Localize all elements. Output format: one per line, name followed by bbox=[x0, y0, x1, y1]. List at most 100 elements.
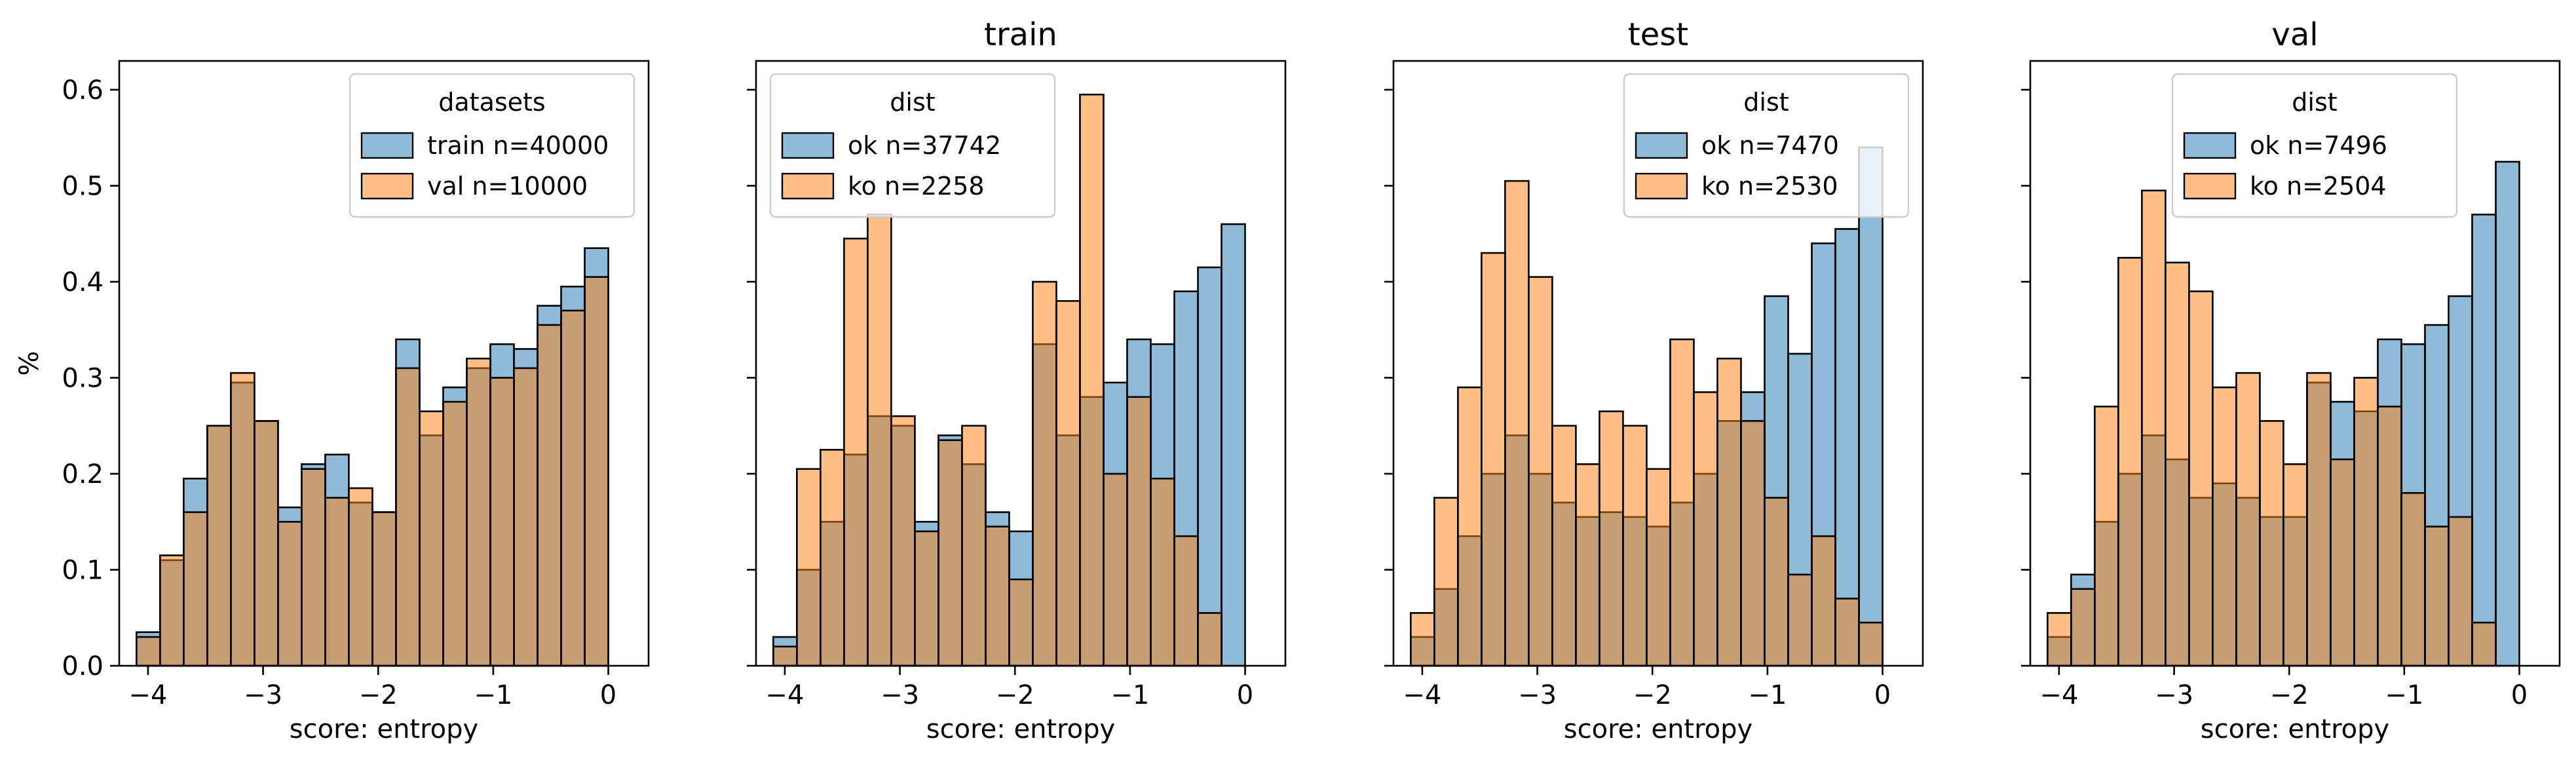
histogram-bar bbox=[183, 511, 208, 667]
x-tick-label: −4 bbox=[2039, 680, 2078, 710]
legend-entry: ok n=7470 bbox=[1701, 131, 1839, 160]
legend-swatch bbox=[1635, 172, 1688, 200]
histogram-bar bbox=[2377, 406, 2402, 667]
legend-box bbox=[1623, 73, 1910, 218]
histogram-bar bbox=[1055, 299, 1081, 667]
y-axis-label: % bbox=[14, 351, 45, 375]
legend-entry: train n=40000 bbox=[427, 131, 609, 160]
x-tick-label: −3 bbox=[2155, 680, 2193, 710]
histogram-bar bbox=[442, 400, 468, 667]
histogram-bar bbox=[1008, 578, 1034, 667]
panel-title: train bbox=[984, 16, 1057, 53]
histogram-bar bbox=[772, 645, 798, 667]
histogram-bar bbox=[2448, 516, 2473, 667]
histogram-bar bbox=[1481, 252, 1506, 667]
y-tick-label: 0.6 bbox=[62, 75, 104, 106]
histogram-bar bbox=[1764, 497, 1789, 667]
legend-entry: ko n=2258 bbox=[848, 172, 985, 201]
histogram-bar bbox=[1834, 598, 1860, 667]
histogram-bar bbox=[1646, 468, 1671, 667]
histogram-bar bbox=[489, 377, 515, 667]
legend-swatch bbox=[360, 172, 414, 200]
x-axis-label: score: entropy bbox=[2201, 714, 2389, 744]
histogram-bar bbox=[1599, 410, 1624, 667]
histogram-bar bbox=[560, 309, 586, 667]
histogram-bar bbox=[537, 324, 562, 667]
legend-title: dist bbox=[890, 88, 935, 117]
legend: dist ok n=7496 ko n=2504 bbox=[2171, 73, 2458, 218]
histogram-bar bbox=[230, 372, 256, 667]
series-b-bars bbox=[2047, 189, 2497, 667]
histogram-bar bbox=[1504, 180, 1530, 667]
histogram-bar bbox=[1716, 357, 1742, 667]
histogram-bar bbox=[1150, 478, 1175, 667]
axes-frame bbox=[118, 60, 650, 667]
x-tick-label: −1 bbox=[1748, 680, 1787, 710]
series-b-bars bbox=[136, 276, 609, 667]
histogram-bar bbox=[584, 276, 609, 667]
x-tick-label: −4 bbox=[765, 680, 804, 710]
histogram-bar bbox=[2353, 377, 2379, 667]
legend-entry: ko n=2530 bbox=[1701, 172, 1838, 201]
legend: datasets train n=40000 val n=10000 bbox=[349, 73, 635, 218]
x-tick-label: −3 bbox=[881, 680, 919, 710]
histogram-bar bbox=[2212, 386, 2237, 667]
x-axis-label: score: entropy bbox=[290, 714, 478, 744]
histogram-bar bbox=[1433, 497, 1459, 667]
legend-swatch bbox=[2183, 172, 2237, 200]
histogram-bar bbox=[2330, 458, 2355, 667]
legend-swatch bbox=[2183, 132, 2237, 159]
legend-title: datasets bbox=[438, 88, 545, 117]
x-tick-label: −3 bbox=[244, 680, 282, 710]
legend-entry: val n=10000 bbox=[427, 172, 588, 201]
histogram-bar bbox=[371, 511, 397, 667]
y-tick-label: 0.2 bbox=[62, 459, 104, 490]
x-tick-label: −4 bbox=[128, 680, 167, 710]
axes-frame bbox=[2029, 60, 2561, 667]
legend: dist ok n=7470 ko n=2530 bbox=[1623, 73, 1910, 218]
histogram-bar bbox=[2495, 161, 2520, 667]
histogram-bar bbox=[1197, 266, 1222, 667]
histogram-bar bbox=[419, 410, 444, 667]
histogram-bar bbox=[2047, 612, 2072, 667]
histogram-bar bbox=[348, 487, 373, 667]
legend-title: dist bbox=[2292, 88, 2337, 117]
legend-swatch bbox=[781, 132, 835, 159]
histogram-bar bbox=[2165, 261, 2190, 667]
x-tick-label: −1 bbox=[474, 680, 512, 710]
histogram-bar bbox=[395, 367, 421, 667]
histogram-bar bbox=[2471, 214, 2497, 667]
histogram-bar bbox=[1126, 396, 1152, 667]
histogram-bar bbox=[1834, 228, 1860, 667]
histogram-bar bbox=[1079, 93, 1105, 667]
histogram-bar bbox=[2424, 526, 2450, 667]
x-tick-label: −2 bbox=[996, 680, 1034, 710]
histogram-bar bbox=[1410, 612, 1435, 667]
histogram-bar bbox=[2070, 588, 2096, 667]
histogram-bar bbox=[159, 554, 185, 667]
histogram-bar bbox=[2471, 621, 2497, 667]
histogram-bar bbox=[796, 468, 822, 667]
legend-entry: ko n=2504 bbox=[2250, 172, 2387, 201]
y-tick-label: 0.3 bbox=[62, 363, 104, 393]
histogram-bar bbox=[254, 420, 279, 667]
histogram-bar bbox=[843, 237, 869, 667]
histogram-bar bbox=[938, 439, 963, 667]
legend-box bbox=[349, 73, 635, 218]
x-tick-label: −3 bbox=[1518, 680, 1557, 710]
histogram-bar bbox=[1622, 425, 1648, 667]
histogram-bar bbox=[277, 520, 303, 667]
histogram-bar bbox=[890, 415, 916, 667]
histogram-bar bbox=[2282, 463, 2308, 667]
histogram-bar bbox=[1173, 535, 1199, 667]
x-tick-label: 0 bbox=[2511, 680, 2528, 710]
x-tick-label: −2 bbox=[359, 680, 398, 710]
histogram-bar bbox=[1669, 338, 1695, 667]
x-tick-label: 0 bbox=[1237, 680, 1253, 710]
panel-1: −4 −3 −2 −1 0 0.0 0.1 0.2 0.3 0.4 0.5 0.6 score: ent… bbox=[14, 60, 650, 744]
x-tick-label: −4 bbox=[1403, 680, 1441, 710]
histogram-bar bbox=[961, 425, 987, 667]
histogram-bar bbox=[1103, 472, 1128, 667]
y-tick-label: 0.4 bbox=[62, 267, 104, 298]
